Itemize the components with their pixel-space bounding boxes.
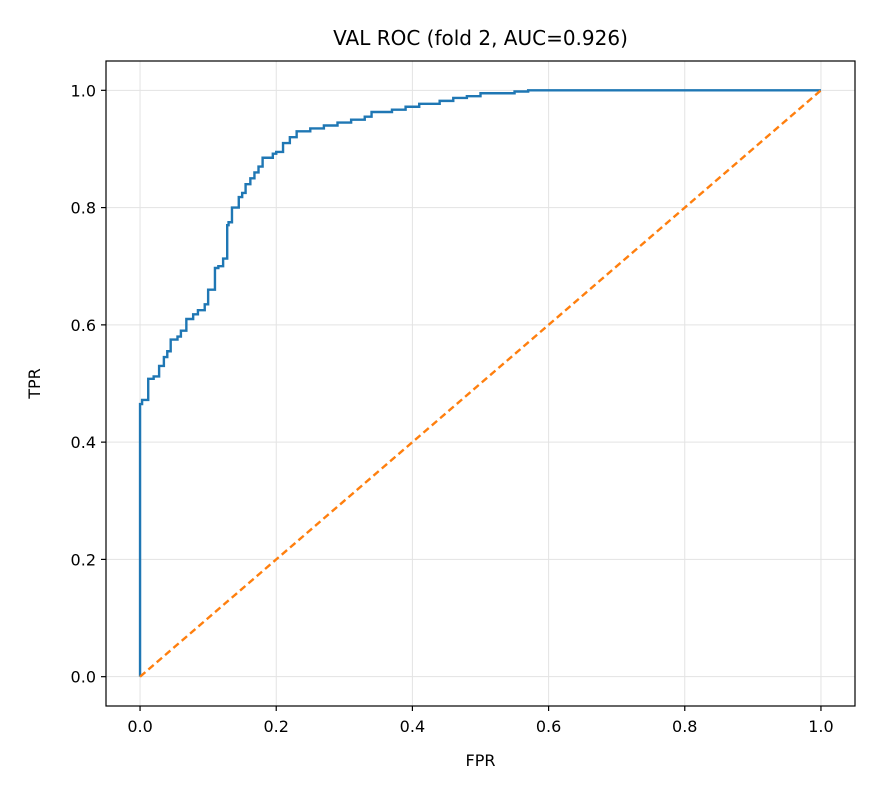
y-tick-label: 0.6 [71, 316, 96, 335]
roc-curve-line [138, 89, 821, 677]
x-axis-label: FPR [466, 751, 496, 770]
chance-diagonal-line [139, 89, 822, 678]
y-tick-label: 0.0 [71, 668, 96, 687]
y-tick-label: 0.2 [71, 550, 96, 569]
y-tick-label: 1.0 [71, 81, 96, 100]
x-tick-label: 0.4 [400, 717, 425, 736]
x-axis-ticks: 0.0 0.2 0.4 0.6 0.8 1.0 [127, 706, 834, 736]
x-tick-label: 1.0 [808, 717, 833, 736]
chart-title: VAL ROC (fold 2, AUC=0.926) [333, 26, 628, 50]
y-tick-label: 0.4 [71, 433, 96, 452]
plot-area [138, 89, 822, 678]
x-tick-label: 0.6 [536, 717, 561, 736]
axes-frame [105, 60, 856, 707]
y-axis-label: TPR [25, 368, 44, 400]
y-tick-label: 0.8 [71, 199, 96, 218]
y-axis-ticks: 0.0 0.2 0.4 0.6 0.8 1.0 [71, 81, 106, 687]
x-tick-label: 0.0 [127, 717, 152, 736]
x-tick-label: 0.8 [672, 717, 697, 736]
x-tick-label: 0.2 [264, 717, 289, 736]
